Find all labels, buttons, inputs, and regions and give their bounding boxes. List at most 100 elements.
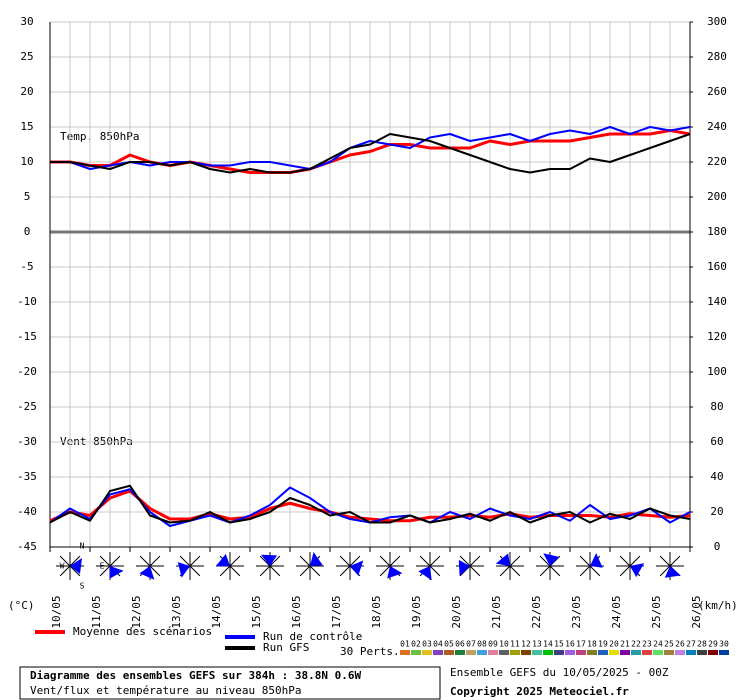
wind-rose-spoke — [189, 565, 201, 577]
perturbation-swatch — [642, 650, 652, 655]
perturbations-label: 30 Perts. — [340, 645, 400, 658]
y2-axis-unit: (km/h) — [698, 599, 738, 612]
wind-rose-petal — [458, 559, 470, 576]
wind-rose-spoke — [149, 565, 161, 577]
y-tick-label: 10 — [20, 155, 33, 168]
series-line — [49, 484, 691, 524]
wind-rose-spoke — [539, 565, 551, 577]
perturbation-number: 04 — [433, 640, 443, 649]
perturbation-number: 15 — [554, 640, 564, 649]
compass-letter: E — [100, 562, 105, 571]
legend-label: Moyenne des scénarios — [73, 625, 212, 638]
wind-rose-spoke — [339, 555, 351, 567]
wind-rose-spoke — [219, 565, 231, 577]
wind-rose-spoke — [269, 565, 281, 577]
run-info: Ensemble GEFS du 10/05/2025 - 00Z — [450, 666, 669, 679]
wind-rose-spoke — [589, 565, 601, 577]
perturbation-swatch — [499, 650, 509, 655]
perturbation-number: 28 — [697, 640, 707, 649]
series-line — [50, 133, 691, 174]
y2-tick-label: 20 — [710, 505, 723, 518]
wind-rose-spoke — [509, 555, 521, 567]
wind-rose-spoke — [459, 555, 471, 567]
y-tick-label: -25 — [17, 400, 37, 413]
perturbation-swatch — [631, 650, 641, 655]
perturbation-swatch — [543, 650, 553, 655]
wind-rose-petal — [260, 554, 278, 566]
wind-rose-spoke — [189, 555, 201, 567]
y2-tick-label: 60 — [710, 435, 723, 448]
perturbation-swatch — [675, 650, 685, 655]
perturbation-swatch — [576, 650, 586, 655]
wind-rose-spoke — [229, 555, 241, 567]
wind-rose-spoke — [229, 565, 241, 577]
perturbation-swatch — [477, 650, 487, 655]
perturbation-swatch — [708, 650, 718, 655]
perturbation-swatch — [510, 650, 520, 655]
y2-tick-label: 40 — [710, 470, 723, 483]
wind-rose-petal — [215, 553, 230, 567]
wind-rose-spoke — [139, 555, 151, 567]
y-axis-unit: (°C) — [8, 599, 35, 612]
y2-tick-label: 140 — [707, 295, 727, 308]
perturbation-number: 17 — [576, 640, 586, 649]
wind-rose-spoke — [549, 565, 561, 577]
wind-rose-spoke — [299, 565, 311, 577]
y-tick-label: 15 — [20, 120, 33, 133]
y2-tick-label: 0 — [714, 540, 721, 553]
perturbation-number: 30 — [719, 640, 729, 649]
perturbation-number: 20 — [609, 640, 619, 649]
perturbation-swatch — [719, 650, 729, 655]
wind-rose-petal — [543, 553, 560, 567]
perturbation-swatch — [444, 650, 454, 655]
y2-tick-label: 300 — [707, 15, 727, 28]
x-tick-label: 17/05 — [330, 595, 343, 628]
wind-rose-petal — [310, 552, 323, 566]
wind-rose-spoke — [659, 565, 671, 577]
wind-rose-petal — [70, 558, 82, 574]
footer-subtitle: Vent/flux et température au niveau 850hP… — [30, 684, 302, 697]
wind-rose-petal — [495, 553, 510, 566]
x-tick-label: 10/05 — [50, 595, 63, 628]
x-tick-label: 25/05 — [650, 595, 663, 628]
perturbation-number: 09 — [488, 640, 498, 649]
y-tick-label: 0 — [24, 225, 31, 238]
y-tick-label: -45 — [17, 540, 37, 553]
wind-rose-spoke — [469, 555, 481, 567]
perturbation-swatch — [488, 650, 498, 655]
perturbation-swatch — [400, 650, 410, 655]
series-line — [50, 126, 691, 170]
wind-rose-spoke — [59, 565, 71, 577]
y2-tick-label: 100 — [707, 365, 727, 378]
legend-label: Run de contrôle — [263, 630, 362, 643]
wind-rose-spoke — [339, 565, 351, 577]
y2-tick-label: 260 — [707, 85, 727, 98]
x-tick-label: 18/05 — [370, 595, 383, 628]
y2-tick-label: 80 — [710, 400, 723, 413]
wind-rose-spoke — [69, 555, 81, 567]
perturbation-swatch — [455, 650, 465, 655]
wind-rose-spoke — [149, 555, 161, 567]
y2-tick-label: 240 — [707, 120, 727, 133]
wind-rose-spoke — [619, 565, 631, 577]
y2-tick-label: 160 — [707, 260, 727, 273]
wind-rose-spoke — [549, 555, 561, 567]
perturbation-number: 29 — [708, 640, 718, 649]
x-tick-label: 22/05 — [530, 595, 543, 628]
y2-tick-label: 120 — [707, 330, 727, 343]
x-tick-label: 11/05 — [90, 595, 103, 628]
compass-letter: N — [80, 542, 85, 551]
perturbation-number: 22 — [631, 640, 641, 649]
legend-label: Run GFS — [263, 641, 309, 654]
perturbation-number: 21 — [620, 640, 630, 649]
y-tick-label: 20 — [20, 85, 33, 98]
wind-rose-spoke — [659, 555, 671, 567]
wind-rose-spoke — [379, 565, 391, 577]
perturbation-number: 13 — [532, 640, 542, 649]
wind-rose-spoke — [179, 555, 191, 567]
wind-rose-spoke — [419, 555, 431, 567]
perturbation-swatch — [697, 650, 707, 655]
y-tick-label: 5 — [24, 190, 31, 203]
footer-title: Diagramme des ensembles GEFS sur 384h : … — [30, 669, 362, 682]
